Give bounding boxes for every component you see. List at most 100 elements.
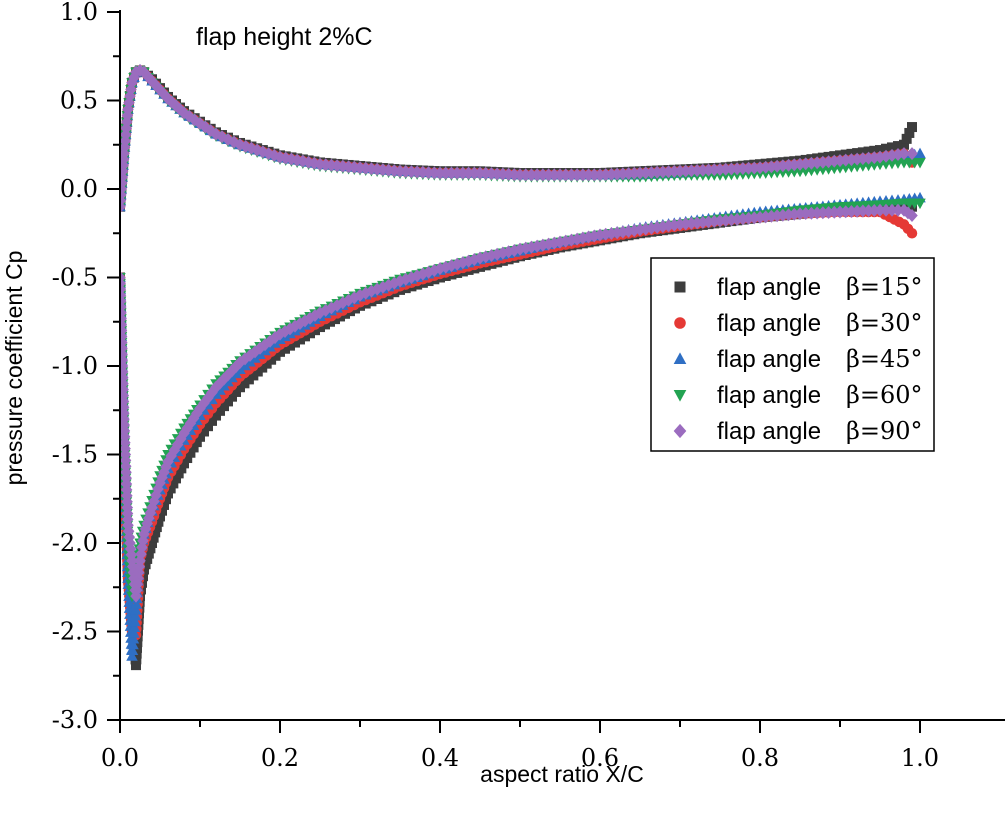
data-point	[901, 133, 912, 144]
legend-marker	[673, 390, 687, 402]
data-point	[126, 650, 138, 661]
data-point	[128, 627, 140, 638]
data-point	[171, 473, 181, 484]
data-point	[904, 127, 915, 138]
data-point	[207, 415, 217, 426]
data-point	[886, 203, 898, 217]
data-point	[887, 142, 897, 153]
data-point	[191, 437, 202, 448]
data-point	[898, 147, 910, 161]
data-point	[893, 141, 903, 152]
legend-marker	[673, 423, 687, 439]
data-point	[147, 538, 157, 548]
data-point	[869, 145, 880, 156]
legend-beta-label: β=30°	[846, 309, 923, 337]
data-point	[168, 478, 179, 489]
y-tick-label: 1.0	[60, 0, 98, 26]
data-point	[199, 426, 209, 437]
data-point	[899, 139, 909, 150]
data-point	[906, 209, 918, 223]
data-point	[127, 633, 140, 644]
data-point	[914, 157, 926, 169]
y-tick-label: -3.0	[52, 706, 98, 734]
data-point	[179, 458, 189, 469]
data-point	[188, 442, 199, 453]
data-point	[185, 447, 196, 458]
data-point	[151, 522, 162, 533]
data-point	[203, 421, 213, 432]
data-point	[123, 602, 136, 613]
data-point	[914, 147, 926, 159]
legend-beta-label: β=90°	[846, 417, 923, 445]
y-tick-label: -2.5	[52, 618, 98, 646]
data-point	[153, 516, 164, 527]
y-tick-label: 0.0	[60, 175, 98, 203]
data-point	[907, 201, 917, 212]
data-point	[907, 122, 917, 133]
data-point	[874, 203, 886, 217]
data-point	[127, 638, 139, 650]
data-point	[159, 499, 169, 510]
legend-beta-label: β=15°	[846, 273, 923, 301]
legend-beta-label: β=45°	[846, 345, 923, 373]
data-point	[880, 203, 892, 217]
series-layer	[120, 63, 926, 671]
data-point	[155, 511, 165, 522]
data-point	[120, 121, 133, 135]
y-axis-title: pressure coefficient Cp	[1, 251, 27, 486]
data-point	[163, 488, 173, 499]
data-point	[128, 621, 141, 633]
data-point	[161, 494, 171, 505]
legend-label: flap angle	[717, 346, 821, 373]
data-point	[120, 128, 132, 142]
data-point	[121, 115, 133, 129]
data-point	[145, 543, 156, 554]
data-point	[165, 483, 176, 494]
data-point	[143, 511, 155, 525]
data-point	[143, 548, 154, 559]
y-tick-label: 0.5	[60, 87, 98, 115]
x-axis-title: aspect ratio X/C	[480, 761, 644, 787]
legend-label: flap angle	[717, 418, 821, 445]
data-point	[892, 203, 904, 217]
y-tick-label: -2.0	[52, 529, 98, 557]
legend-entries: flap angle β=15° flap angle β=30° flap angle…	[673, 273, 923, 445]
data-point	[130, 604, 142, 615]
chart-annotation: flap height 2%C	[196, 23, 373, 51]
legend-box	[650, 257, 935, 452]
data-point	[863, 146, 874, 157]
legend-label: flap angle	[717, 382, 821, 409]
data-point	[881, 143, 891, 154]
data-point	[130, 598, 143, 609]
data-point	[173, 468, 184, 479]
data-point	[906, 147, 918, 161]
data-point	[611, 167, 623, 181]
data-point	[157, 505, 167, 516]
legend-beta-label: β=60°	[846, 381, 923, 409]
tick-layer: 0.0 0.2 0.4 0.6 0.8 1.0 1.0 0.5 0.0 -0.5 -1.0 -1.5 -…	[52, 0, 939, 772]
data-point	[140, 559, 151, 570]
y-tick-label: -1.0	[52, 352, 98, 380]
x-tick-label: 0.8	[741, 744, 779, 772]
data-point	[129, 610, 142, 621]
data-point	[142, 553, 153, 564]
data-point	[148, 532, 159, 543]
series-diamond	[120, 63, 918, 603]
data-point	[182, 453, 193, 464]
data-point	[126, 644, 139, 656]
x-tick-label: 0.6	[581, 744, 619, 772]
x-tick-label: 0.0	[101, 744, 139, 772]
legend-marker	[674, 281, 686, 293]
legend: flap angle β=15° flap angle β=30° flap angle…	[650, 257, 935, 452]
data-point	[914, 198, 926, 210]
legend-label: flap angle	[717, 310, 821, 337]
legend-marker	[673, 352, 687, 364]
x-tick-label: 0.4	[421, 744, 459, 772]
legend-label: flap angle	[717, 274, 821, 301]
y-tick-label: -1.5	[52, 441, 98, 469]
y-tick-label: -0.5	[52, 264, 98, 292]
data-point	[131, 660, 141, 671]
data-point	[129, 615, 141, 627]
data-point	[123, 596, 135, 607]
